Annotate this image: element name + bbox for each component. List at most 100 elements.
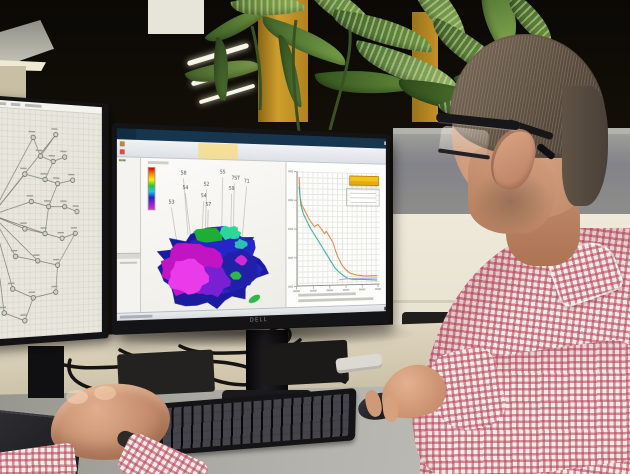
network-node-label — [0, 306, 7, 309]
network-node-label — [20, 167, 27, 170]
network-node-label — [68, 173, 75, 176]
network-node-label — [72, 205, 79, 207]
network-node-label — [60, 200, 67, 202]
person-hair-back — [562, 86, 608, 206]
x-tick-label-dash — [358, 288, 366, 291]
network-edge — [49, 183, 58, 206]
network-node — [43, 177, 47, 182]
network-edge — [0, 173, 25, 215]
network-edge — [45, 207, 49, 234]
well-label: 55 — [219, 169, 226, 176]
well-label: 7ST — [231, 175, 240, 182]
network-node-label — [48, 154, 55, 157]
well-label: 59 — [228, 186, 235, 192]
menu-text-dash — [24, 103, 42, 108]
network-node — [60, 236, 64, 241]
network-edge — [38, 260, 58, 265]
network-node — [23, 226, 27, 231]
network-node-label — [28, 291, 36, 294]
well-label: 57 — [205, 202, 212, 208]
network-node — [31, 295, 35, 300]
tree-item-icon — [122, 159, 126, 162]
ceiling-light-fixture — [148, 0, 204, 34]
network-node — [31, 135, 35, 140]
tree-subpanel-header — [116, 252, 142, 259]
y-tick-label-dash — [288, 199, 294, 202]
network-node — [10, 286, 15, 291]
network-node — [63, 155, 67, 160]
network-edge — [13, 288, 33, 299]
y-tick-label-dash — [288, 228, 294, 230]
x-tick-label-dash — [342, 288, 350, 291]
keyboard-keys — [162, 393, 350, 451]
y-tick-label-dash — [288, 285, 294, 288]
plant-stem — [328, 29, 352, 131]
well-label: 71 — [243, 178, 250, 185]
chart-legend-highlighted — [349, 175, 379, 187]
network-edge — [25, 229, 45, 234]
left-monitor — [0, 95, 109, 347]
network-node-label — [70, 227, 77, 229]
network-node — [73, 231, 77, 236]
surface-patch — [193, 228, 224, 243]
network-node — [36, 258, 40, 263]
network-node — [38, 154, 42, 159]
well-label: 58 — [180, 170, 187, 177]
network-node — [46, 204, 50, 209]
network-edge — [0, 215, 13, 290]
network-node — [23, 318, 27, 323]
network-node — [75, 209, 79, 214]
network-node — [51, 159, 55, 164]
network-edge — [0, 215, 38, 262]
well-label: 53 — [168, 199, 175, 206]
y-tick-label-dash — [288, 256, 294, 259]
chart-legend — [346, 188, 380, 207]
left-monitor-screen — [0, 99, 102, 340]
menu-text-dash — [0, 101, 7, 106]
network-node-label — [35, 149, 43, 152]
titlebar-segment — [116, 128, 137, 140]
x-tick-label-dash — [374, 288, 382, 291]
plant-stem — [250, 25, 263, 111]
network-edge — [0, 201, 31, 215]
network-node — [63, 204, 67, 209]
network-node — [54, 132, 58, 137]
network-node-label — [33, 254, 40, 256]
network-edge — [33, 137, 40, 156]
network-node — [55, 263, 59, 268]
pendant-lamp-glow — [0, 60, 46, 71]
surface-patch — [215, 249, 259, 294]
status-bar-text — [119, 315, 142, 319]
network-edge — [4, 312, 25, 322]
network-edge — [16, 256, 38, 261]
network-node-label — [53, 177, 60, 179]
network-edge — [31, 202, 48, 207]
network-edge — [56, 265, 58, 292]
network-node — [71, 178, 75, 183]
app-tree-panel — [116, 157, 142, 313]
network-node-label — [51, 128, 58, 130]
network-node-label — [40, 227, 47, 229]
surface-patch — [167, 258, 210, 296]
main-monitor: 53 58 54 52 54 57 55 7ST 59 71 DELL — [112, 123, 390, 335]
network-node-label — [28, 130, 36, 133]
network-diagram — [0, 128, 102, 339]
y-tick-label-dash — [288, 170, 294, 173]
network-node — [13, 254, 17, 259]
x-tick-label-dash — [293, 290, 300, 293]
well-label: 52 — [203, 181, 210, 188]
plant-stems — [250, 19, 352, 141]
network-node-label — [40, 173, 47, 175]
network-node — [23, 172, 27, 177]
network-node-label — [20, 222, 27, 224]
network-edge — [0, 215, 45, 234]
network-node — [43, 231, 47, 236]
target-ellipse — [247, 292, 262, 305]
network-edge — [25, 174, 45, 179]
status-bar-icon — [384, 306, 386, 311]
network-node — [54, 290, 58, 295]
network-node-label — [53, 258, 60, 261]
main-monitor-screen: 53 58 54 52 54 57 55 7ST 59 71 — [116, 128, 386, 321]
left-monitor-stand — [28, 346, 64, 398]
